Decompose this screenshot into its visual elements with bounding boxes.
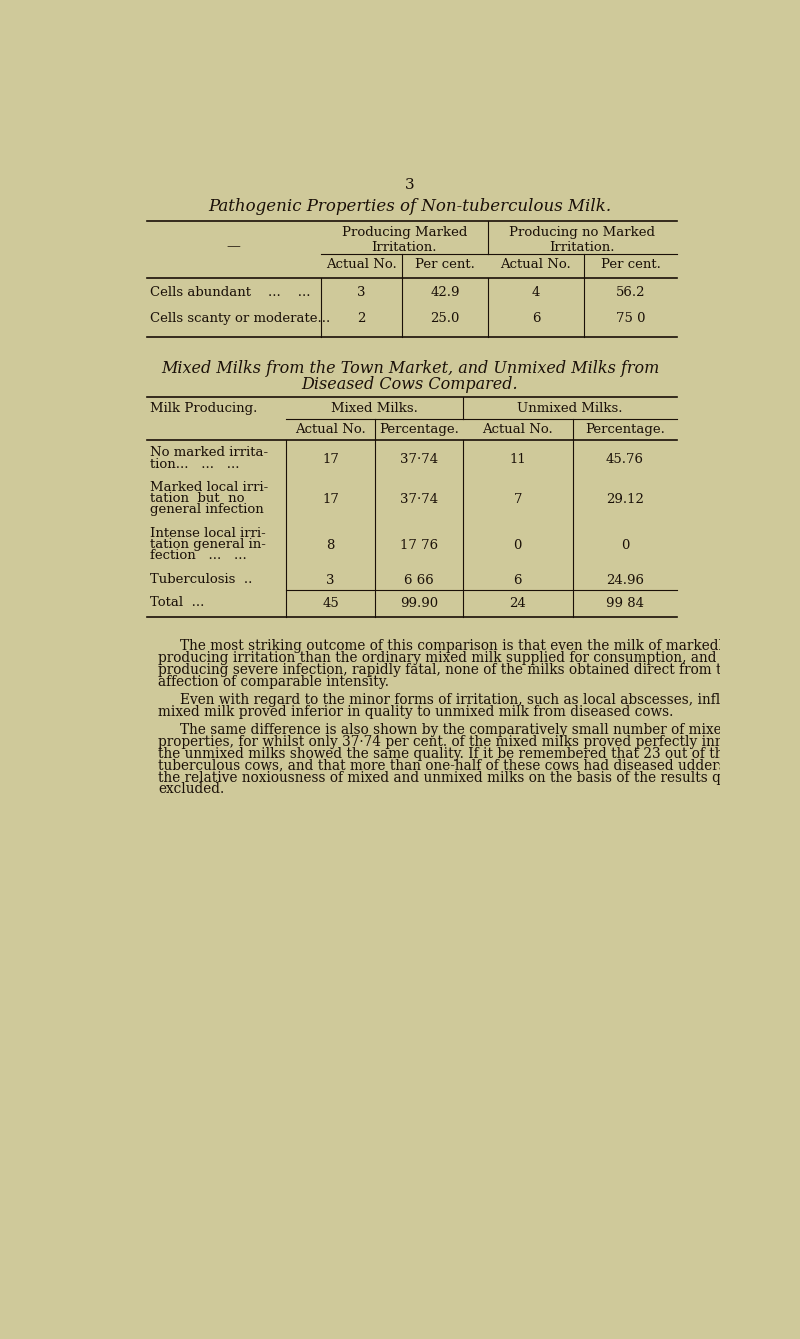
Text: 42.9: 42.9 <box>430 287 460 299</box>
Text: The most striking outcome of this comparison is that even the milk of markedly d: The most striking outcome of this compar… <box>180 639 800 653</box>
Text: 25.0: 25.0 <box>430 312 459 325</box>
Text: Percentage.: Percentage. <box>585 423 665 437</box>
Text: 45: 45 <box>322 597 339 611</box>
Text: 6 66: 6 66 <box>404 573 434 586</box>
Text: Per cent.: Per cent. <box>415 258 475 272</box>
Text: Actual No.: Actual No. <box>326 258 397 272</box>
Text: 0: 0 <box>621 538 630 552</box>
Text: 24: 24 <box>510 597 526 611</box>
Text: tation general in-: tation general in- <box>150 538 266 550</box>
Text: 11: 11 <box>510 453 526 466</box>
Text: Marked local irri-: Marked local irri- <box>150 481 268 494</box>
Text: fection   ...   ...: fection ... ... <box>150 549 246 562</box>
Text: tuberculous cows, and that more than one-half of these cows had diseased udders,: tuberculous cows, and that more than one… <box>158 759 800 773</box>
Text: 56.2: 56.2 <box>616 287 646 299</box>
Text: producing irritation than the ordinary mixed milk supplied for consumption, and : producing irritation than the ordinary m… <box>158 651 800 664</box>
Text: 6: 6 <box>532 312 540 325</box>
Text: Even with regard to the minor forms of irritation, such as local abscesses, infl: Even with regard to the minor forms of i… <box>180 692 800 707</box>
Text: Unmixed Milks.: Unmixed Milks. <box>518 402 622 415</box>
Text: 3: 3 <box>358 287 366 299</box>
Text: Diseased Cows Compared.: Diseased Cows Compared. <box>302 375 518 392</box>
Text: the unmixed milks showed the same quality. If it be remembered that 23 out of th: the unmixed milks showed the same qualit… <box>158 747 800 761</box>
Text: 17: 17 <box>322 493 339 506</box>
Text: Producing no Marked
Irritation.: Producing no Marked Irritation. <box>510 226 655 254</box>
Text: Percentage.: Percentage. <box>379 423 459 437</box>
Text: mixed milk proved inferior in quality to unmixed milk from diseased cows.: mixed milk proved inferior in quality to… <box>158 704 674 719</box>
Text: affection of comparable intensity.: affection of comparable intensity. <box>158 675 389 688</box>
Text: Mixed Milks.: Mixed Milks. <box>331 402 418 415</box>
Text: tation  but  no: tation but no <box>150 493 244 505</box>
Text: Actual No.: Actual No. <box>295 423 366 437</box>
Text: Actual No.: Actual No. <box>501 258 571 272</box>
Text: 24.96: 24.96 <box>606 573 644 586</box>
Text: 0: 0 <box>514 538 522 552</box>
Text: 37·74: 37·74 <box>400 493 438 506</box>
Text: 6: 6 <box>514 573 522 586</box>
Text: 7: 7 <box>514 493 522 506</box>
Text: Pathogenic Properties of Non-tuberculous Milk.: Pathogenic Properties of Non-tuberculous… <box>209 198 611 214</box>
Text: 99 84: 99 84 <box>606 597 644 611</box>
Text: Intense local irri-: Intense local irri- <box>150 526 266 540</box>
Text: 8: 8 <box>326 538 334 552</box>
Text: 17 76: 17 76 <box>400 538 438 552</box>
Text: the relative noxiousness of mixed and unmixed milks on the basis of the results : the relative noxiousness of mixed and un… <box>158 770 800 785</box>
Text: Per cent.: Per cent. <box>601 258 661 272</box>
Text: 37·74: 37·74 <box>400 453 438 466</box>
Text: Producing Marked
Irritation.: Producing Marked Irritation. <box>342 226 467 254</box>
Text: Mixed Milks from the Town Market, and Unmixed Milks from: Mixed Milks from the Town Market, and Un… <box>161 360 659 378</box>
Text: 29.12: 29.12 <box>606 493 644 506</box>
Text: Cells scanty or moderate...: Cells scanty or moderate... <box>150 312 330 325</box>
Text: 3: 3 <box>326 573 335 586</box>
Text: general infection: general infection <box>150 503 263 517</box>
Text: Cells abundant    ...    ...: Cells abundant ... ... <box>150 287 311 299</box>
Text: producing severe infection, rapidly fatal, none of the milks obtained direct fro: producing severe infection, rapidly fata… <box>158 663 800 676</box>
Text: 75 0: 75 0 <box>616 312 646 325</box>
Text: excluded.: excluded. <box>158 782 224 797</box>
Text: —: — <box>226 240 241 253</box>
Text: Actual No.: Actual No. <box>482 423 553 437</box>
Text: Milk Producing.: Milk Producing. <box>150 402 257 415</box>
Text: The same difference is also shown by the comparatively small number of mixed mil: The same difference is also shown by the… <box>180 723 800 736</box>
Text: Tuberculosis  ..: Tuberculosis .. <box>150 573 252 585</box>
Text: 17: 17 <box>322 453 339 466</box>
Text: 45.76: 45.76 <box>606 453 644 466</box>
Text: 4: 4 <box>532 287 540 299</box>
Text: Total  ...: Total ... <box>150 596 204 609</box>
Text: 2: 2 <box>358 312 366 325</box>
Text: properties, for whilst only 37·74 per cent. of the mixed milks proved perfectly : properties, for whilst only 37·74 per ce… <box>158 735 800 749</box>
Text: No marked irrita-: No marked irrita- <box>150 446 268 459</box>
Text: 3: 3 <box>405 178 415 191</box>
Text: tion...   ...   ...: tion... ... ... <box>150 458 239 470</box>
Text: 99.90: 99.90 <box>400 597 438 611</box>
